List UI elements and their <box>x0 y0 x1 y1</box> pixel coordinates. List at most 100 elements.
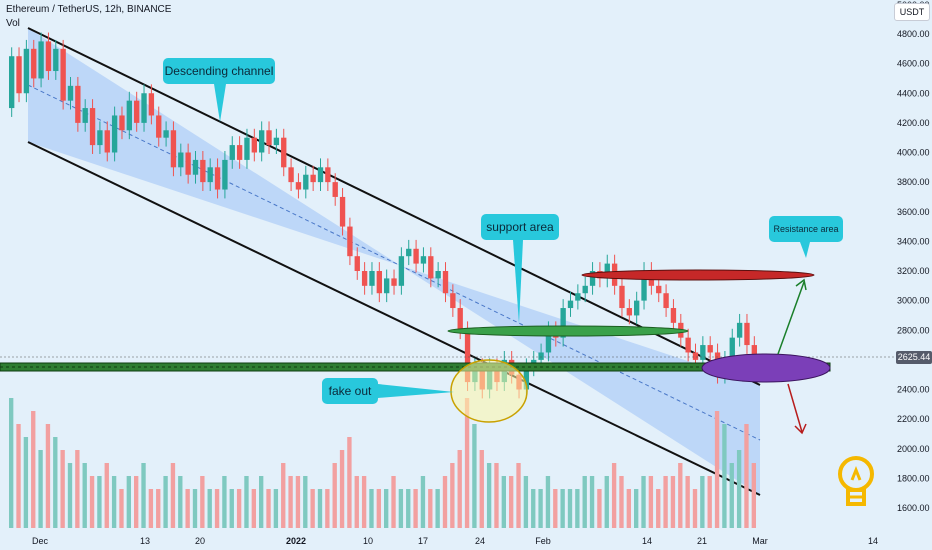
candle-body <box>700 345 706 360</box>
y-axis: 1600.001800.002000.002200.002400.002600.… <box>897 0 930 513</box>
candle-body <box>428 256 434 279</box>
callout-support-area: support area <box>481 214 559 240</box>
y-tick-label: 2400.00 <box>897 385 930 395</box>
candle-body <box>119 115 125 131</box>
volume-bar <box>751 463 756 528</box>
volume-bar <box>729 463 734 528</box>
x-axis: Dec 13 20 2022 10 17 24 Feb 14 21 Mar 14 <box>32 536 878 546</box>
volume-bar <box>509 476 514 528</box>
volume-bar <box>75 450 80 528</box>
volume-bar <box>156 489 161 528</box>
volume-bar <box>678 463 683 528</box>
volume-bar <box>82 463 87 528</box>
volume-bar <box>251 489 256 528</box>
volume-bar <box>192 489 198 528</box>
candle-body <box>325 167 331 183</box>
volume-bar <box>545 476 551 528</box>
candle-body <box>736 322 743 338</box>
volume-bar <box>361 476 367 528</box>
volume-bar <box>148 489 154 528</box>
volume-bar <box>428 489 433 528</box>
currency-selector[interactable]: USDT <box>894 3 930 21</box>
volume-bar <box>575 489 580 528</box>
candle-body <box>222 159 228 190</box>
candle-body <box>156 115 162 138</box>
x-tick-label: 20 <box>195 536 205 546</box>
candle-body <box>523 367 530 390</box>
candle-body <box>376 271 382 294</box>
y-tick-label: 3200.00 <box>897 266 930 276</box>
candle-body <box>9 56 15 109</box>
volume-bar <box>567 489 573 528</box>
candle-body <box>450 293 456 309</box>
volume-bar <box>170 463 176 528</box>
candle-body <box>619 285 625 309</box>
y-tick-label: 4800.00 <box>897 29 930 39</box>
candle-body <box>361 271 368 286</box>
volume-bar <box>104 463 109 528</box>
candle-body <box>656 285 662 294</box>
y-tick-label: 4200.00 <box>897 118 930 128</box>
candle-body <box>141 93 147 123</box>
last-price-tag: 2625.44 <box>896 351 932 364</box>
volume-bar <box>9 398 14 528</box>
volume-bar <box>273 489 279 528</box>
volume-bar <box>310 489 315 528</box>
x-tick-label: 17 <box>418 536 428 546</box>
volume-bar <box>464 398 470 528</box>
volume-bar <box>119 489 124 528</box>
candle-body <box>582 285 588 294</box>
candle-body <box>111 115 118 153</box>
y-tick-label: 4400.00 <box>897 88 930 98</box>
callout-fake-out: fake out <box>322 378 378 404</box>
y-tick-label: 4600.00 <box>897 59 930 69</box>
bearish-arrow <box>787 383 803 433</box>
volume-bar <box>560 489 565 528</box>
candle-body <box>192 159 199 175</box>
candle-body <box>406 248 412 257</box>
candle-body <box>266 130 272 146</box>
volume-bar <box>604 476 609 528</box>
candle-body <box>207 167 213 183</box>
y-tick-label: 1800.00 <box>897 473 930 483</box>
volume-bar <box>178 476 183 528</box>
candle-body <box>538 352 544 360</box>
volume-label: Vol <box>6 18 20 29</box>
candle-body <box>435 271 441 279</box>
y-tick-label: 3400.00 <box>897 236 930 246</box>
candle-body <box>303 174 309 190</box>
candle-body <box>560 308 566 338</box>
candle-body <box>442 271 449 294</box>
candle-body <box>75 85 81 123</box>
candle-body <box>310 174 316 183</box>
candle-body <box>567 300 574 309</box>
volume-bar <box>163 476 168 528</box>
volume-bar <box>656 489 661 528</box>
candle-body <box>97 130 103 146</box>
candle-body <box>251 137 257 153</box>
volume-bar <box>619 476 624 528</box>
volume-bar <box>663 476 668 528</box>
volume-bar <box>332 463 337 528</box>
volume-bar <box>744 424 749 528</box>
volume-bar <box>457 450 462 528</box>
candle-body <box>332 182 338 197</box>
volume-bar <box>384 489 389 528</box>
volume-bar <box>126 476 131 528</box>
candle-body <box>148 93 155 116</box>
channel-lower-line <box>27 141 761 496</box>
candle-body <box>354 256 360 271</box>
volume-bar <box>516 463 521 528</box>
volume-bar <box>722 424 727 528</box>
candle-body <box>744 322 750 346</box>
candle-body <box>751 345 757 357</box>
volume-bar <box>222 476 227 528</box>
volume-bar <box>288 476 293 528</box>
volume-bar <box>692 489 698 528</box>
x-tick-label: 14 <box>868 536 878 546</box>
volume-bar <box>16 424 21 528</box>
volume-bar <box>634 489 639 528</box>
volume-bar <box>736 450 742 528</box>
